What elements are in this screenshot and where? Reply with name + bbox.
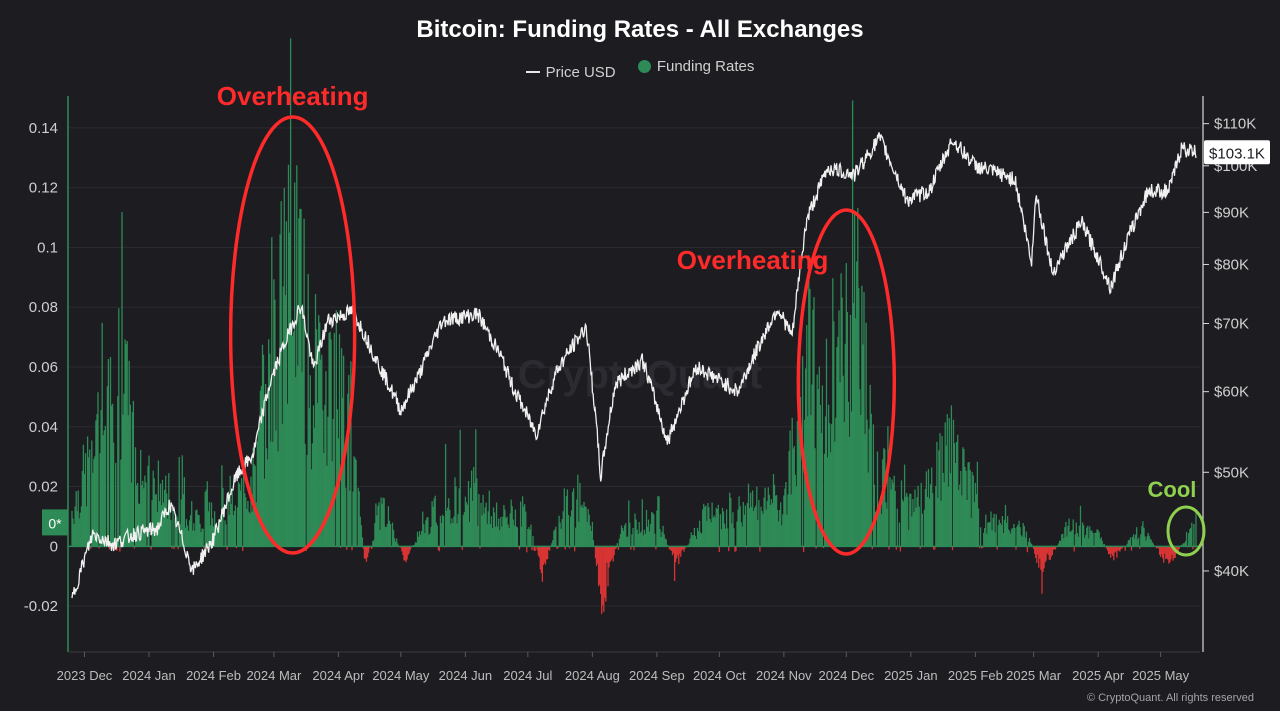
- price-line-swatch: [525, 71, 540, 73]
- left-tick-label: 0.14: [29, 120, 58, 137]
- right-tick-label: $110K: [1214, 116, 1256, 133]
- current-price-badge: [1204, 140, 1270, 165]
- legend-item-funding[interactable]: Funding Rates: [637, 58, 755, 75]
- right-tick-label: $60K: [1214, 384, 1249, 401]
- x-tick-label: 2025 Jan: [884, 668, 938, 683]
- x-tick-label: 2024 Nov: [756, 668, 812, 683]
- funding-dot-swatch: [637, 60, 651, 73]
- legend-item-price[interactable]: Price USD: [525, 63, 616, 81]
- annotations: Overheating Overheating Cool: [217, 81, 1206, 557]
- cool-label: Cool: [1148, 477, 1197, 502]
- right-tick-label: $90K: [1214, 204, 1249, 221]
- legend-price-label: Price USD: [545, 63, 616, 81]
- x-tick-label: 2024 May: [372, 668, 430, 683]
- x-tick-label: 2024 Jan: [122, 668, 176, 683]
- chart-title: Bitcoin: Funding Rates - All Exchanges: [416, 16, 864, 43]
- current-price-label: $103.1K: [1209, 145, 1265, 162]
- axes: -0.02 0 0.02 0.04 0.06 0.08 0.1 0.12 0.14 $40K $50…: [24, 96, 1270, 683]
- x-tick-label: 2024 Feb: [186, 668, 241, 683]
- left-tick-label: 0: [50, 538, 58, 555]
- funding-bars: [68, 38, 1200, 615]
- overheating-ellipse-nov-2024: [796, 208, 897, 556]
- x-tick-label: 2024 Aug: [565, 668, 620, 683]
- x-tick-label: 2025 Feb: [948, 668, 1003, 683]
- copyright-notice: © CryptoQuant. All rights reserved: [1086, 692, 1254, 704]
- x-tick-label: 2024 Oct: [693, 668, 746, 683]
- cool-ellipse: [1166, 505, 1206, 557]
- x-tick-label: 2025 Apr: [1072, 668, 1125, 683]
- left-tick-label: 0.08: [29, 299, 58, 316]
- left-tick-label: 0.06: [29, 359, 58, 376]
- x-tick-label: 2024 Dec: [818, 668, 874, 683]
- current-funding-label: 0*: [48, 515, 62, 531]
- x-tick-label: 2023 Dec: [57, 668, 113, 683]
- price-line: [71, 132, 1197, 599]
- x-tick-label: 2025 May: [1132, 668, 1190, 683]
- chart-legend: Price USD Funding Rates: [0, 58, 1280, 81]
- x-tick-label: 2024 Jul: [503, 668, 552, 683]
- legend-funding-label: Funding Rates: [656, 58, 755, 75]
- right-tick-label: $40K: [1214, 563, 1249, 580]
- overheating-label-mar-2024: Overheating: [217, 81, 369, 111]
- left-tick-label: 0.12: [29, 180, 58, 197]
- x-tick-label: 2025 Mar: [1006, 668, 1062, 683]
- x-tick-label: 2024 Apr: [312, 668, 365, 683]
- left-tick-label: 0.1: [37, 239, 58, 256]
- right-tick-label: $50K: [1214, 464, 1249, 481]
- left-tick-label: -0.02: [24, 598, 58, 615]
- overheating-ellipse-mar-2024: [228, 115, 357, 555]
- x-tick-label: 2024 Mar: [246, 668, 302, 683]
- left-tick-label: 0.02: [29, 479, 58, 496]
- x-tick-label: 2024 Jun: [439, 668, 493, 683]
- current-funding-badge: [42, 509, 68, 536]
- x-tick-label: 2024 Sep: [629, 668, 685, 683]
- price-series: [71, 132, 1197, 599]
- overheating-label-nov-2024: Overheating: [677, 245, 829, 275]
- right-tick-label: $80K: [1214, 256, 1249, 273]
- left-tick-label: 0.04: [29, 419, 58, 436]
- right-tick-label: $70K: [1214, 316, 1249, 333]
